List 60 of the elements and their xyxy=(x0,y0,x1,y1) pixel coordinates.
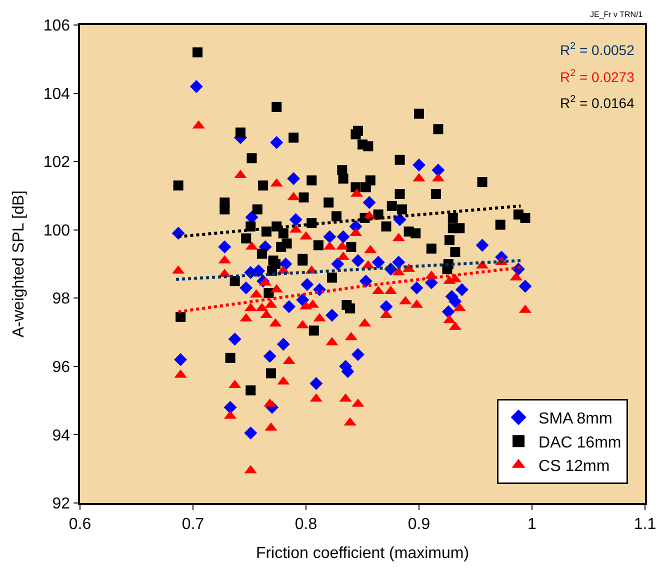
point xyxy=(289,213,302,226)
y-tick-label: 102 xyxy=(43,154,70,172)
y-tick-label: 100 xyxy=(43,222,70,240)
point xyxy=(410,281,424,294)
point xyxy=(351,254,364,268)
point xyxy=(228,332,242,346)
point xyxy=(336,230,350,244)
y-tick-label: 104 xyxy=(43,86,70,103)
point xyxy=(323,230,336,244)
point xyxy=(518,280,532,293)
x-tick-label: 0.6 xyxy=(68,516,92,533)
x-tick-label: 1 xyxy=(528,516,537,533)
point xyxy=(392,256,406,269)
point xyxy=(252,264,266,278)
point xyxy=(276,338,290,351)
point xyxy=(331,258,344,270)
x-tick-label: 0.9 xyxy=(408,516,430,533)
legend-label: DAC 16mm xyxy=(538,434,622,452)
point xyxy=(476,238,489,252)
y-tick-label: 98 xyxy=(52,290,70,308)
point xyxy=(380,300,393,314)
point xyxy=(244,426,258,440)
point xyxy=(218,240,232,254)
y-tick-label: 94 xyxy=(52,427,70,444)
x-tick-label: 0.7 xyxy=(182,516,204,533)
x-tick-label: 1.1 xyxy=(634,516,656,533)
point xyxy=(270,136,284,149)
point xyxy=(240,281,253,294)
point xyxy=(300,278,314,291)
point xyxy=(224,400,237,414)
x-axis-title: Friction coefficient (maximum) xyxy=(256,545,470,562)
point xyxy=(172,226,185,240)
point xyxy=(310,377,323,390)
annotation: R$^{2}$ = 0.0273 xyxy=(560,68,635,85)
point xyxy=(455,283,468,296)
point xyxy=(372,256,385,269)
point xyxy=(432,164,445,177)
y-tick-label: 92 xyxy=(52,496,70,513)
point xyxy=(296,293,310,306)
legend-label: CS 12mm xyxy=(538,458,610,476)
legend-label: SMA 8mm xyxy=(538,410,612,428)
point xyxy=(282,300,296,314)
point xyxy=(287,172,300,186)
point xyxy=(174,353,188,366)
point xyxy=(190,80,203,93)
point xyxy=(442,305,455,318)
annotation: R$^{2}$ = 0.0052 xyxy=(560,41,635,58)
point xyxy=(359,274,372,288)
y-axis-title: A-weighted SPL [dB] xyxy=(10,190,28,338)
annotation: R$^{2}$ = 0.0164 xyxy=(560,94,635,111)
point xyxy=(263,350,276,363)
point xyxy=(325,308,338,322)
point xyxy=(448,295,462,308)
text: JE_Fr v TRN/1 xyxy=(590,10,644,19)
point xyxy=(351,348,364,361)
point xyxy=(412,158,426,172)
y-tick-label: 96 xyxy=(52,359,70,376)
y-tick-label: 106 xyxy=(43,18,70,35)
point xyxy=(362,196,376,210)
x-tick-label: 0.8 xyxy=(294,516,318,533)
